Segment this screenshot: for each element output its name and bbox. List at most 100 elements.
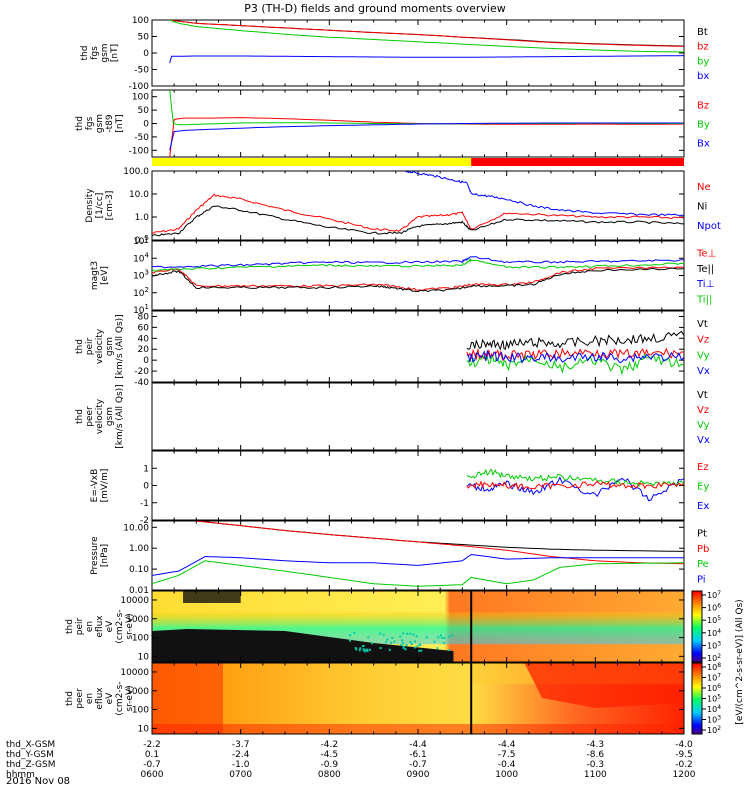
date-label: 2016 Nov 08	[6, 776, 70, 787]
heatmap-gap-line	[470, 663, 472, 734]
y-tick-label: 10.00	[123, 523, 149, 533]
series-line-By	[170, 90, 684, 125]
y-axis-label: velocity	[95, 398, 105, 434]
heatmap-speck	[349, 640, 351, 642]
ephemeris-value: -0.7	[143, 760, 161, 770]
ephemeris-value: 0900	[407, 770, 430, 780]
y-tick-label: -1	[140, 499, 149, 509]
y-tick-label: -20	[134, 367, 149, 377]
legend-label: Pb	[697, 544, 709, 555]
heatmap-speck	[451, 635, 453, 637]
y-axis-label: gsm	[105, 337, 115, 356]
y-axis-label: thd	[65, 619, 75, 634]
legend-label: Ez	[697, 462, 709, 473]
y-axis-label: magt3	[90, 261, 100, 290]
series-line-Vy	[467, 354, 684, 373]
y-tick-label: -40	[134, 378, 149, 388]
series-line-bx	[170, 56, 684, 63]
y-axis-label: [nT]	[115, 114, 125, 132]
legend-label: Vx	[697, 435, 710, 446]
heatmap-speck	[417, 645, 419, 647]
series-group	[152, 170, 684, 236]
legend-label: Ne	[697, 182, 711, 193]
heatmap-speck	[391, 637, 393, 639]
y-tick-label: 50	[138, 33, 150, 43]
panel-peer-velocity: thd peer velocity gsm [km/s (All Qs)] Vt Vz Vy V…	[75, 383, 710, 450]
legend-label: Vx	[697, 366, 710, 377]
ephemeris-value: -4.3	[587, 740, 605, 750]
panel-peir-velocity: 806040200-20-40thd peir velocity gsm [km/s (…	[75, 311, 710, 388]
legend-label: Vy	[697, 350, 710, 361]
series-line-Ti⊥	[152, 257, 684, 268]
heatmap-speck	[414, 646, 416, 648]
heatmap-speck	[416, 635, 418, 637]
y-tick-label: -50	[134, 133, 149, 143]
y-tick-label: 100	[132, 93, 149, 103]
series-line-Pi	[152, 555, 684, 576]
colorbar-tick-label: 106	[707, 683, 721, 693]
colorbar-1: 107106105104103102	[692, 590, 721, 663]
heatmap-speck	[448, 649, 450, 651]
legend-label: Pi	[697, 575, 706, 586]
series-line-Bx	[170, 123, 684, 150]
y-axis-label: sr-eV)	[125, 613, 135, 639]
y-tick-label: 10000	[120, 596, 149, 606]
legend-label: Vz	[697, 335, 709, 346]
y-tick-label: 104	[133, 251, 149, 264]
heatmap-hot-region	[152, 663, 223, 734]
colorbar-tick-label: 108	[707, 662, 721, 672]
ephemeris-row-label: thd_Y-GSM	[6, 750, 54, 760]
colorbar-tick-label: 103	[707, 715, 721, 725]
y-tick-label: 80	[138, 312, 150, 322]
legend-label: Ex	[697, 501, 709, 512]
panel-fgs: 100 50 0 -50 -100 thd fgs gsm [nT] Bt bz by bx	[80, 16, 709, 92]
legend-label: by	[697, 56, 709, 67]
heatmap-speck	[355, 647, 357, 649]
y-tick-label: 40	[138, 334, 150, 344]
y-axis-label: velocity	[95, 328, 105, 364]
y-tick-label: 1.0	[135, 213, 150, 223]
y-axis-label: [km/s (All Qs)]	[115, 314, 125, 378]
y-tick-label: 1	[143, 464, 149, 474]
series-group	[170, 20, 684, 63]
y-axis-label: eV	[105, 692, 115, 705]
colorbar-tick-label: 104	[707, 704, 721, 714]
y-tick-label: 0	[143, 356, 149, 366]
heatmap-speck	[349, 634, 351, 636]
panel-temperature: 105104103102101magt3 [eV]Te⊥Te||Ti⊥Ti||	[90, 234, 716, 316]
ephemeris-value: -3.7	[232, 740, 250, 750]
ephemeris-table: thd_X-GSM -2.2 -3.7 -4.2 -4.4 -4.4 -4.3 -4.0thd…	[6, 740, 696, 780]
legend-label: Vt	[697, 390, 708, 401]
colorbar-tick-label: 106	[707, 603, 721, 613]
heatmap-speck	[402, 642, 404, 644]
legend-label: By	[697, 120, 710, 131]
heatmap-speck	[403, 647, 405, 649]
colorbar-tick-label: 105	[707, 694, 721, 704]
legend-label: bx	[697, 71, 709, 82]
legend-label: Ni	[697, 202, 707, 213]
legend-label: Te⊥	[696, 249, 716, 260]
y-axis-label: [nPa]	[100, 544, 110, 567]
series-line-Npot	[405, 170, 684, 216]
heatmap-peer-eflux	[152, 663, 684, 734]
heatmap-speck	[411, 643, 413, 645]
y-tick-label: 0	[143, 49, 149, 59]
colorbar-gradient	[692, 663, 702, 734]
series-line-Ni	[152, 206, 684, 236]
series-line-by	[170, 20, 684, 52]
ephemeris-value: -4.0	[675, 740, 693, 750]
y-tick-label: 10.0	[129, 190, 149, 200]
heatmap-speck	[387, 639, 389, 641]
ephemeris-value: 1000	[495, 770, 518, 780]
region-bar-segment	[471, 158, 684, 166]
series-group	[152, 257, 684, 292]
y-tick-label: 102	[133, 286, 149, 299]
series-line-Pe	[152, 561, 684, 587]
series-line-Ex	[467, 477, 684, 500]
y-axis-label: -t89	[105, 114, 115, 133]
y-tick-label: -100	[129, 146, 150, 156]
heatmap-speck	[371, 642, 373, 644]
ephemeris-value: -0.4	[498, 760, 516, 770]
ephemeris-value: -4.4	[498, 740, 516, 750]
overview-plot: P3 (TH-D) fields and ground moments over…	[0, 0, 750, 800]
